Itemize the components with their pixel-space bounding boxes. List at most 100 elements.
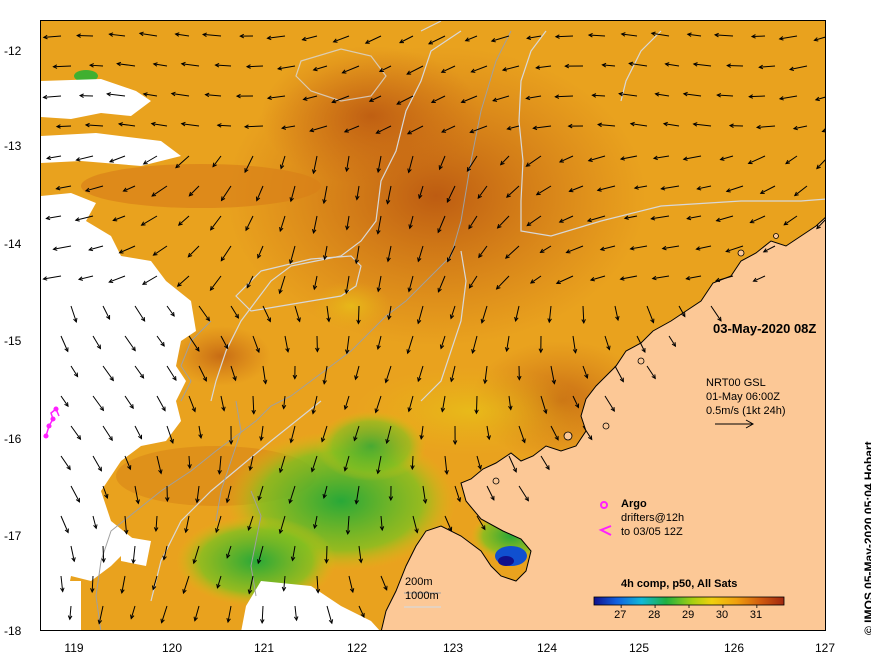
current-vector: [156, 455, 162, 474]
current-vector: [447, 245, 456, 262]
current-vector: [323, 485, 328, 499]
current-vector-head: [195, 498, 200, 504]
current-vector-head: [131, 559, 136, 565]
current-vector-head: [78, 93, 84, 98]
current-vector-head: [386, 257, 391, 263]
current-vector-head: [158, 469, 163, 475]
current-vector-head: [532, 125, 538, 131]
current-vector-head: [793, 191, 799, 197]
current-vector: [439, 155, 446, 170]
current-vector-head: [184, 528, 189, 534]
current-vector: [198, 425, 202, 438]
current-vector-head: [447, 526, 453, 532]
current-vector-head: [104, 493, 109, 499]
current-vector: [92, 335, 101, 349]
current-vector-head: [312, 66, 318, 72]
current-vector-head: [215, 528, 220, 534]
current-vector-head: [216, 123, 222, 128]
current-vector-head: [587, 32, 593, 38]
current-vector-head: [101, 558, 106, 564]
current-vector: [118, 123, 136, 127]
current-vector: [550, 425, 559, 441]
current-vector-head: [116, 61, 122, 67]
current-vector: [256, 185, 264, 201]
current-vector: [43, 275, 62, 280]
current-vector-head: [75, 157, 81, 162]
current-vector: [500, 155, 510, 166]
current-vector: [497, 215, 510, 229]
current-vector: [89, 245, 104, 251]
bathymetry-1000m: [150, 21, 825, 602]
current-vector: [550, 365, 555, 384]
current-vector-head: [279, 164, 285, 170]
current-vector-head: [495, 284, 501, 290]
current-vector: [196, 485, 200, 503]
current-vector-head: [486, 435, 491, 441]
current-vector: [102, 485, 108, 499]
current-vector-head: [217, 469, 222, 475]
current-vector: [441, 395, 446, 412]
current-vector-head: [726, 63, 732, 68]
current-vector: [478, 245, 488, 258]
current-vector: [143, 93, 158, 97]
current-vector-head: [129, 404, 134, 410]
current-vector: [555, 35, 574, 38]
current-vector-head: [555, 279, 561, 285]
colorbar-tick-label: 30: [715, 609, 729, 621]
current-vector-head: [84, 122, 90, 128]
current-vector: [217, 124, 232, 127]
current-vector-head: [224, 344, 229, 350]
current-vector-head: [375, 129, 381, 134]
current-vector: [187, 245, 200, 258]
current-vector-head: [326, 317, 331, 323]
current-vector-head: [96, 344, 102, 350]
current-vector: [230, 365, 237, 381]
current-vector-head: [628, 61, 634, 67]
current-vector-head: [717, 316, 722, 322]
current-vector-head: [406, 349, 411, 355]
current-vector-head: [112, 217, 118, 222]
current-vector: [759, 65, 776, 68]
current-vector-head: [478, 253, 483, 259]
current-vector-head: [671, 342, 677, 348]
current-vector-head: [345, 530, 351, 535]
current-vector-head: [388, 496, 394, 502]
current-vector-head: [153, 527, 159, 533]
current-vector-head: [551, 379, 557, 385]
current-vector-head: [296, 317, 301, 323]
current-vector: [181, 123, 200, 127]
current-vector-head: [138, 31, 144, 37]
current-vector: [212, 155, 222, 167]
current-vector: [783, 215, 798, 226]
current-vector-head: [278, 529, 284, 535]
current-vector: [380, 515, 383, 531]
current-vector: [663, 123, 680, 127]
current-vector: [559, 215, 574, 223]
current-vector: [412, 515, 418, 533]
current-vector: [715, 275, 734, 282]
current-vector: [779, 95, 798, 100]
y-tick: -14: [4, 237, 22, 251]
current-vector-head: [324, 558, 329, 564]
current-vector: [651, 215, 670, 220]
current-vector-head: [584, 373, 589, 379]
current-vector: [526, 215, 542, 226]
current-vector: [815, 96, 825, 101]
current-vector-head: [651, 275, 657, 281]
current-vector: [326, 605, 333, 624]
current-vector-head: [278, 468, 284, 474]
current-vector: [56, 125, 72, 128]
current-vector-head: [212, 162, 217, 168]
current-vector: [344, 395, 350, 410]
current-vector: [422, 485, 427, 504]
current-vector-head: [641, 348, 646, 354]
current-vector-head: [524, 496, 529, 502]
current-vector: [355, 485, 360, 504]
current-vector: [540, 245, 552, 253]
current-vector-head: [376, 344, 381, 351]
current-vector-head: [175, 163, 180, 169]
current-vector-head: [814, 96, 820, 102]
sst-map[interactable]: 03-May-2020 08Z NRT00 GSL 01-May 06:00Z …: [40, 20, 826, 631]
current-vector-head: [310, 467, 316, 473]
current-vector: [218, 455, 222, 474]
